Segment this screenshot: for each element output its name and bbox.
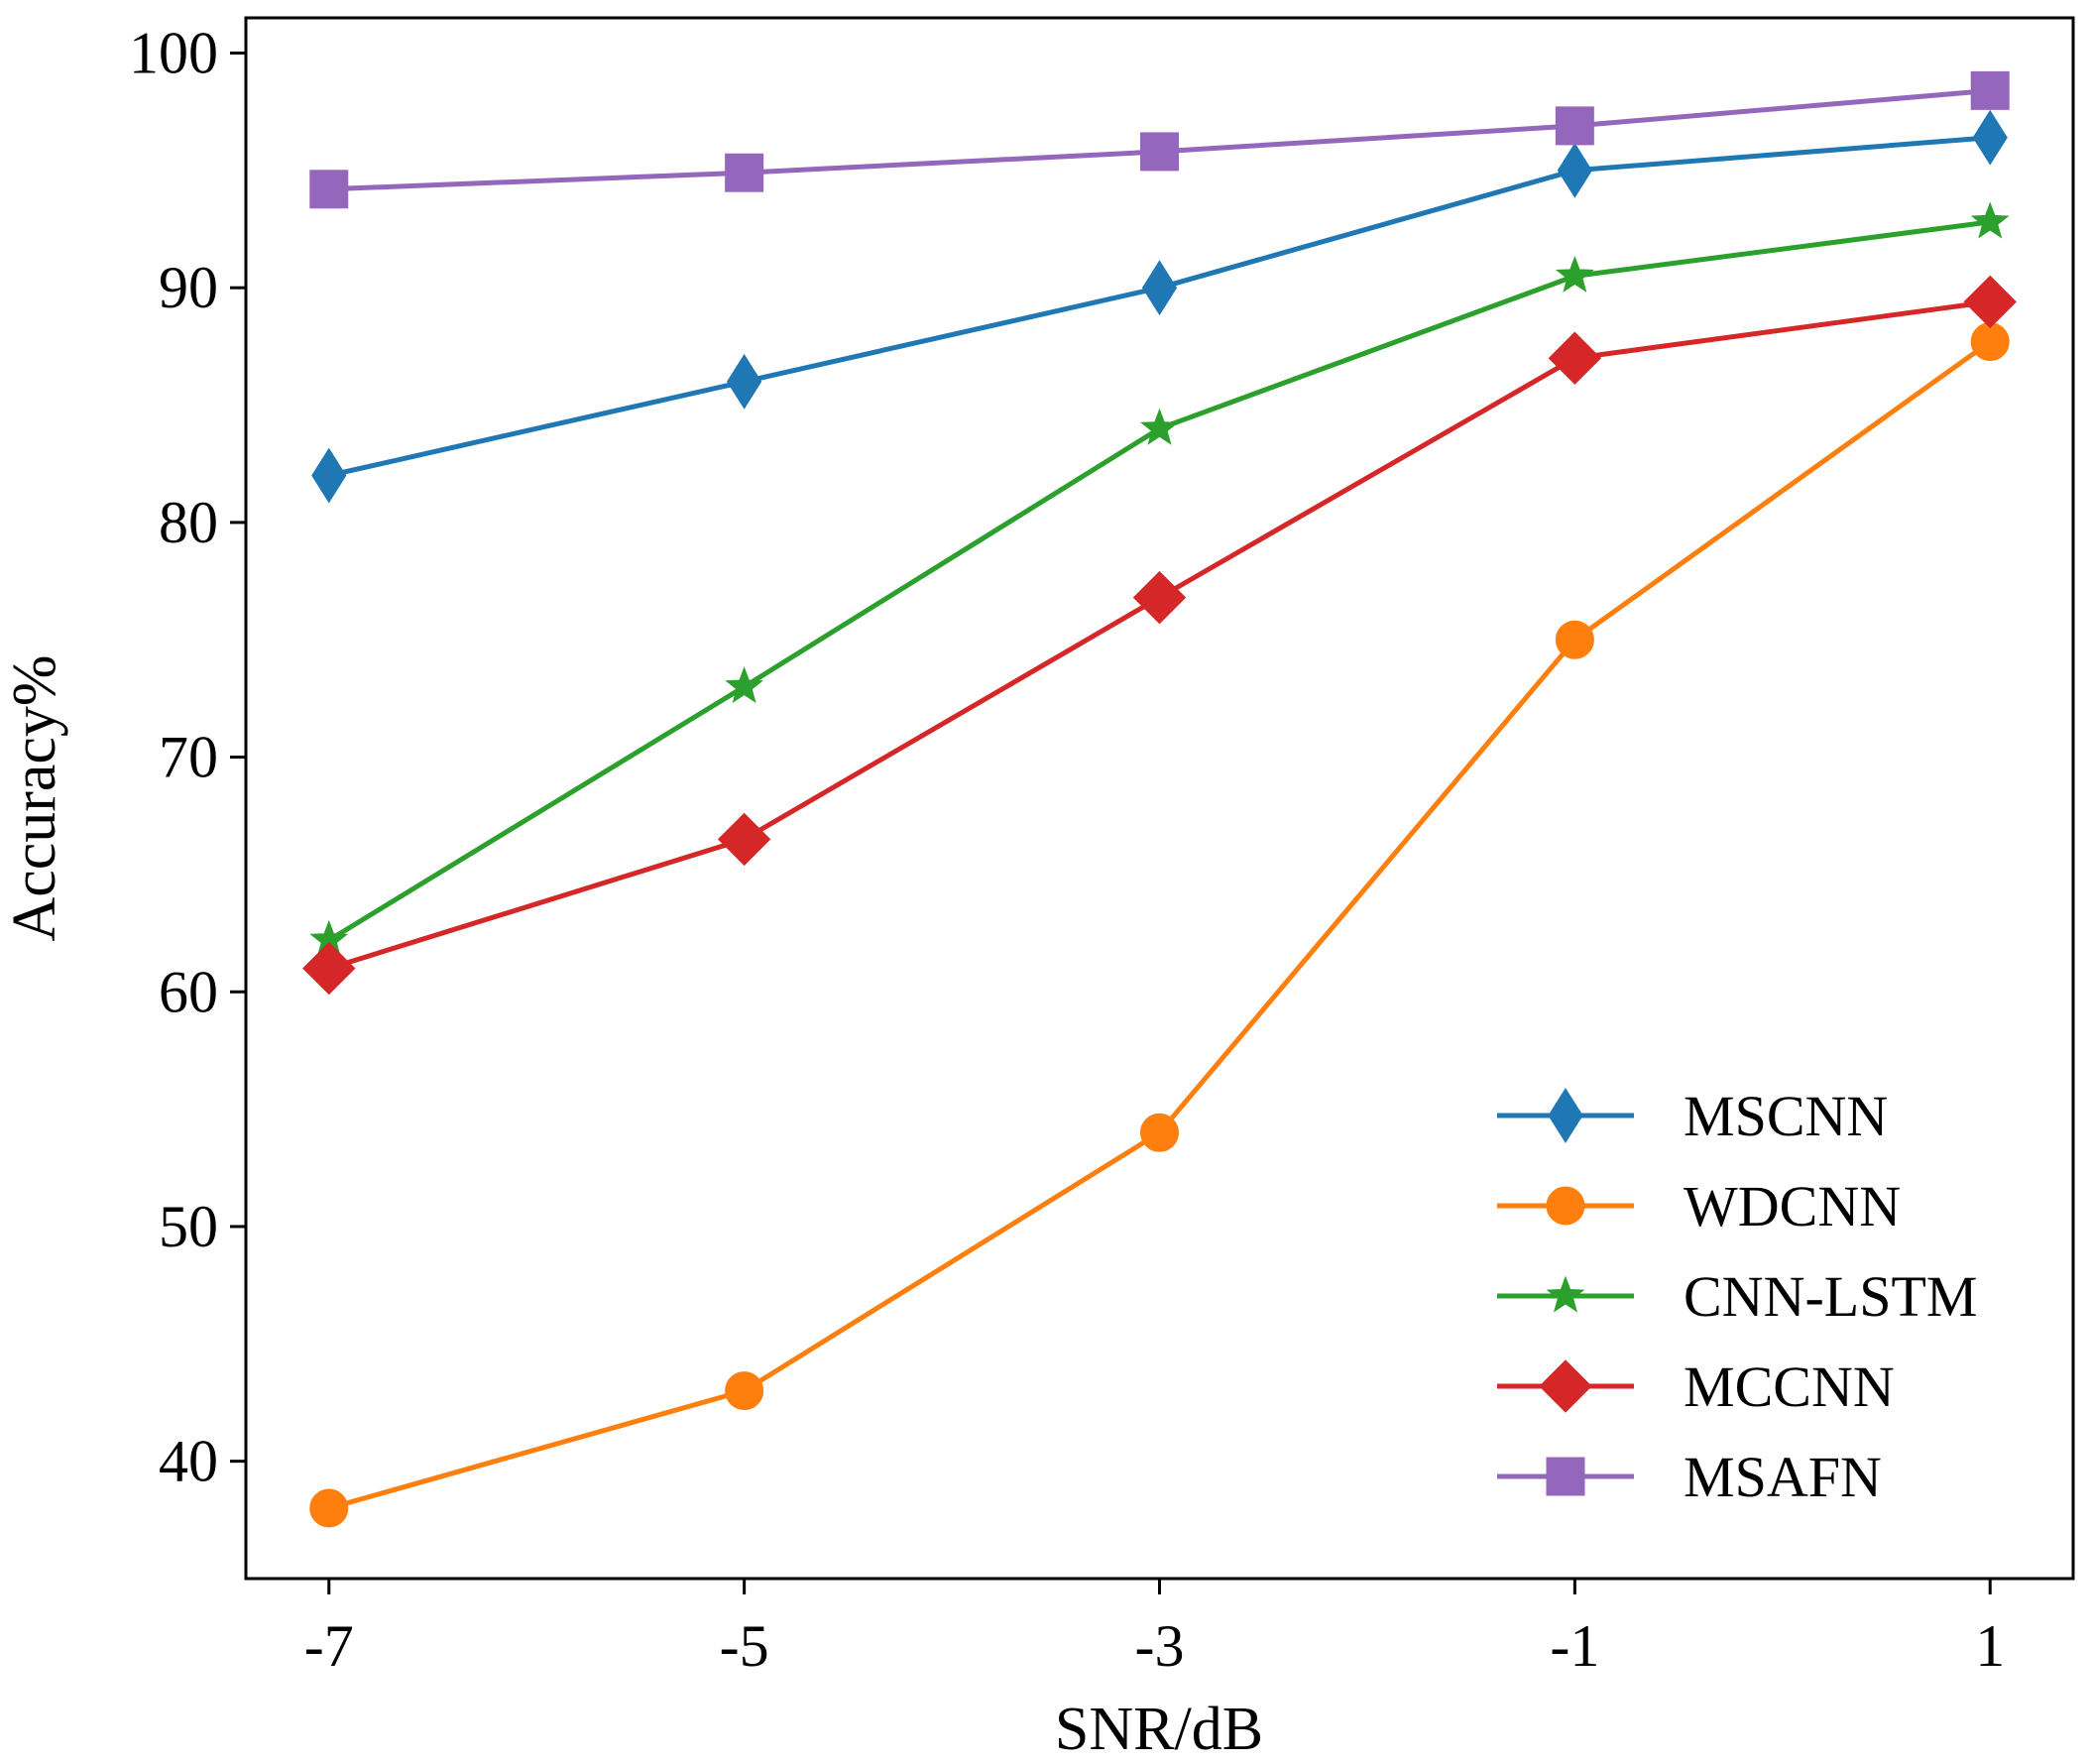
- data-point: [1140, 408, 1179, 445]
- data-point: [725, 153, 764, 192]
- y-axis-title: Accuracy%: [1, 654, 68, 941]
- data-point: [1141, 260, 1178, 316]
- data-point: [311, 447, 347, 504]
- data-point: [1555, 106, 1594, 146]
- x-tick-label: 1: [1975, 1613, 2005, 1679]
- data-point: [717, 812, 771, 867]
- data-point: [1140, 132, 1179, 172]
- data-point: [725, 1371, 764, 1411]
- data-point: [1132, 570, 1187, 625]
- data-point: [302, 941, 356, 996]
- series-layer: [302, 70, 2017, 1528]
- data-point: [309, 170, 349, 209]
- legend-label: MSAFN: [1684, 1445, 1882, 1509]
- series-mscnn: [311, 109, 2008, 504]
- y-tick-label: 80: [159, 490, 218, 555]
- x-tick-label: -7: [304, 1613, 354, 1679]
- data-point: [1548, 331, 1602, 385]
- data-point: [1970, 201, 2010, 239]
- y-tick-label: 100: [129, 21, 218, 86]
- legend: MSCNN WDCNN CNN-LSTM MCCNN MSAFN: [1497, 1084, 1977, 1509]
- series-mccnn: [302, 275, 2017, 996]
- legend-marker: [1546, 1186, 1585, 1226]
- legend-entry: WDCNN: [1497, 1174, 1901, 1238]
- y-tick-label: 40: [159, 1429, 218, 1494]
- y-axis: 40 50 60 70 80 90 100: [129, 21, 246, 1494]
- x-tick-label: -5: [720, 1613, 769, 1679]
- data-point: [309, 1488, 349, 1528]
- legend-entry: MCCNN: [1497, 1354, 1895, 1419]
- data-point: [1557, 142, 1592, 198]
- x-axis: -7 -5 -3 -1 1: [304, 1579, 2005, 1679]
- data-point: [1970, 322, 2010, 362]
- x-tick-label: -1: [1550, 1613, 1599, 1679]
- y-tick-label: 70: [159, 725, 218, 790]
- y-tick-label: 60: [159, 959, 218, 1024]
- data-point: [1963, 275, 2017, 329]
- legend-marker: [1546, 1457, 1585, 1496]
- y-tick-label: 90: [159, 255, 218, 320]
- x-tick-label: -3: [1135, 1613, 1185, 1679]
- series-line: [328, 339, 1992, 1511]
- legend-marker: [1539, 1359, 1592, 1413]
- x-axis-title: SNR/dB: [1055, 1696, 1263, 1763]
- data-point: [1972, 109, 2008, 166]
- legend-entry: CNN-LSTM: [1497, 1264, 1977, 1329]
- data-point: [1140, 1113, 1179, 1152]
- series-wdcnn: [309, 322, 2010, 1528]
- legend-entry: MSAFN: [1497, 1445, 1882, 1509]
- data-point: [725, 666, 764, 704]
- data-point: [1555, 255, 1594, 293]
- legend-marker: [1546, 1275, 1585, 1313]
- legend-label: MSCNN: [1684, 1084, 1888, 1148]
- legend-label: WDCNN: [1684, 1174, 1901, 1238]
- plot-frame: [244, 16, 2075, 1581]
- data-point: [1970, 70, 2010, 110]
- data-point: [727, 353, 762, 410]
- y-tick-label: 50: [159, 1194, 218, 1259]
- data-point: [1555, 620, 1594, 659]
- legend-entry: MSCNN: [1497, 1084, 1888, 1148]
- legend-label: CNN-LSTM: [1684, 1264, 1977, 1329]
- series-cnn-lstm: [309, 201, 2010, 957]
- legend-marker: [1548, 1088, 1583, 1143]
- series-msafn: [309, 70, 2010, 209]
- series-line: [328, 298, 1991, 971]
- legend-label: MCCNN: [1684, 1354, 1895, 1419]
